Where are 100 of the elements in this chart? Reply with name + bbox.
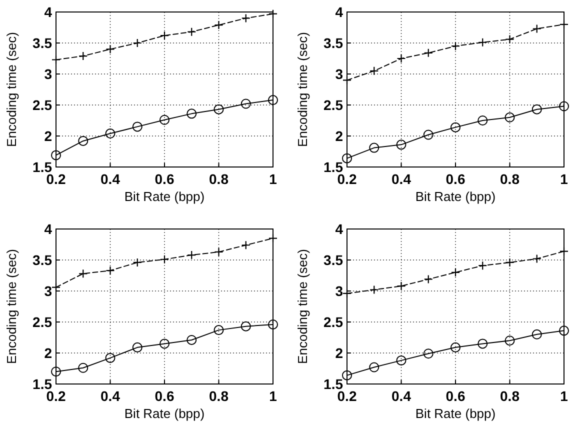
x-tick-label: 0.8 [209, 388, 229, 404]
y-axis-title: Encoding time (sec) [295, 32, 310, 147]
x-tick-label: 0.8 [500, 171, 520, 187]
point [450, 42, 460, 51]
point [241, 14, 250, 23]
y-tick-label: 3 [44, 66, 52, 82]
point [504, 336, 515, 346]
point [240, 98, 251, 109]
point [132, 342, 142, 352]
y-axis-title: Encoding time (sec) [295, 249, 310, 364]
y-tick-label: 3.5 [324, 252, 344, 268]
point [105, 352, 116, 363]
point [214, 325, 224, 336]
x-tick-label: 1 [269, 171, 278, 187]
x-tick-label: 1 [269, 388, 278, 404]
y-tick-label: 2.5 [324, 96, 344, 113]
point [478, 338, 488, 349]
x-axis-title: Bit Rate (bpp) [415, 406, 496, 421]
point [532, 104, 542, 114]
point [423, 130, 434, 140]
y-tick-label: 3.5 [324, 34, 344, 51]
point [105, 128, 116, 139]
point [396, 54, 406, 64]
point [450, 342, 460, 352]
point [240, 321, 251, 332]
point [78, 136, 88, 146]
y-tick-label: 4 [44, 4, 52, 20]
point [132, 122, 142, 132]
x-tick-label: 0.4 [392, 388, 412, 404]
point [369, 142, 380, 153]
y-tick-label: 4 [335, 220, 344, 237]
y-tick-label: 2 [44, 128, 52, 144]
y-tick-label: 3.5 [32, 252, 52, 268]
y-tick-label: 2.5 [32, 96, 52, 113]
point [532, 254, 542, 264]
point [450, 122, 460, 132]
point [132, 38, 142, 48]
point [51, 366, 61, 377]
y-tick-label: 2 [44, 344, 52, 361]
x-tick-label: 0.4 [100, 171, 120, 187]
point [396, 355, 406, 366]
point [241, 240, 250, 250]
point [78, 51, 88, 61]
point [478, 261, 488, 270]
x-tick-label: 0.6 [446, 388, 466, 404]
point [160, 31, 170, 40]
point [214, 20, 224, 30]
point [160, 254, 170, 264]
x-tick-label: 0.4 [100, 388, 120, 404]
y-tick-label: 2.5 [32, 314, 52, 330]
point [450, 268, 460, 277]
point [396, 140, 406, 150]
y-tick-label: 3 [335, 282, 344, 299]
point [268, 319, 278, 330]
point [342, 153, 352, 164]
y-axis-title: Encoding time (sec) [4, 32, 19, 147]
point [478, 116, 488, 126]
x-tick-label: 0.8 [209, 171, 229, 187]
point [505, 258, 514, 268]
point [342, 370, 352, 380]
point [187, 27, 196, 36]
y-tick-label: 4 [335, 4, 344, 20]
x-axis-title: Bit Rate (bpp) [124, 189, 205, 204]
point [160, 338, 170, 349]
point [51, 150, 61, 160]
point [187, 250, 196, 260]
point [370, 285, 379, 294]
point [106, 44, 115, 54]
y-tick-label: 2 [335, 344, 344, 361]
point [78, 269, 88, 278]
y-axis-title: Encoding time (sec) [4, 249, 19, 364]
x-tick-label: 1 [560, 171, 568, 187]
x-tick-label: 0.4 [392, 171, 412, 187]
x-tick-label: 1 [560, 388, 568, 404]
point [214, 247, 224, 256]
point [423, 348, 434, 359]
point [78, 362, 88, 373]
point [369, 362, 380, 372]
point [214, 104, 224, 114]
x-tick-label: 0.6 [154, 171, 174, 187]
x-tick-label: 0.6 [154, 388, 174, 404]
point [424, 48, 433, 58]
point [268, 95, 278, 106]
y-tick-label: 3.5 [32, 34, 52, 51]
x-axis-title: Bit Rate (bpp) [124, 406, 205, 421]
point [532, 329, 542, 340]
y-tick-label: 2 [335, 128, 344, 144]
point [504, 112, 515, 122]
point [559, 101, 569, 112]
point [505, 34, 514, 44]
point [160, 114, 170, 125]
point [132, 258, 142, 268]
point [106, 266, 115, 276]
point [396, 281, 406, 291]
point [370, 66, 379, 76]
x-tick-label: 0.6 [446, 171, 466, 187]
x-axis-title: Bit Rate (bpp) [415, 189, 496, 204]
y-tick-label: 3 [335, 66, 344, 82]
x-tick-label: 0.8 [500, 388, 520, 404]
y-tick-label: 4 [44, 220, 52, 237]
